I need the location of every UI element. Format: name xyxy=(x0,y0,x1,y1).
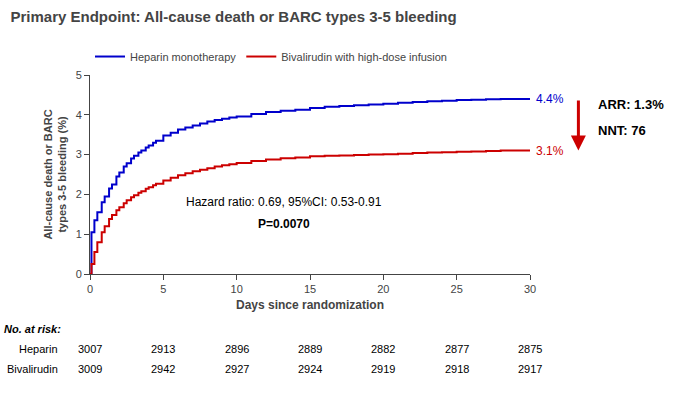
svg-text:2918: 2918 xyxy=(445,363,469,375)
svg-text:3: 3 xyxy=(76,148,82,160)
svg-text:0: 0 xyxy=(87,283,93,295)
svg-text:NNT: 76: NNT: 76 xyxy=(598,123,646,138)
svg-text:No. at risk:: No. at risk: xyxy=(4,323,61,335)
svg-text:Hazard ratio: 0.69, 95%CI: 0.5: Hazard ratio: 0.69, 95%CI: 0.53-0.91 xyxy=(186,195,382,209)
svg-text:Bivalirudin with high-dose inf: Bivalirudin with high-dose infusion xyxy=(281,51,447,63)
svg-text:3.1%: 3.1% xyxy=(536,144,564,158)
svg-text:Bivalirudin: Bivalirudin xyxy=(7,363,58,375)
svg-text:Heparin: Heparin xyxy=(19,343,58,355)
svg-text:4.4%: 4.4% xyxy=(536,92,564,106)
svg-text:2927: 2927 xyxy=(225,363,249,375)
svg-text:3007: 3007 xyxy=(78,343,102,355)
svg-text:ARR: 1.3%: ARR: 1.3% xyxy=(598,97,664,112)
svg-text:15: 15 xyxy=(304,283,316,295)
svg-text:2924: 2924 xyxy=(298,363,322,375)
svg-text:2877: 2877 xyxy=(445,343,469,355)
svg-text:1: 1 xyxy=(76,228,82,240)
svg-text:20: 20 xyxy=(377,283,389,295)
svg-text:5: 5 xyxy=(76,69,82,81)
svg-text:4: 4 xyxy=(76,109,82,121)
svg-text:30: 30 xyxy=(524,283,536,295)
svg-text:2875: 2875 xyxy=(518,343,542,355)
svg-text:25: 25 xyxy=(451,283,463,295)
svg-text:P=0.0070: P=0.0070 xyxy=(258,217,310,231)
svg-text:Primary Endpoint: All-cause de: Primary Endpoint: All-cause death or BAR… xyxy=(11,8,457,25)
svg-text:5: 5 xyxy=(160,283,166,295)
svg-text:2: 2 xyxy=(76,188,82,200)
svg-text:2913: 2913 xyxy=(151,343,175,355)
svg-text:Days since randomization: Days since randomization xyxy=(236,298,384,312)
svg-text:0: 0 xyxy=(76,268,82,280)
svg-text:2889: 2889 xyxy=(298,343,322,355)
svg-text:2896: 2896 xyxy=(225,343,249,355)
svg-text:2919: 2919 xyxy=(371,363,395,375)
svg-text:Heparin monotherapy: Heparin monotherapy xyxy=(130,51,236,63)
svg-text:All-cause death or BARCtypes 3: All-cause death or BARCtypes 3-5 bleedin… xyxy=(42,109,68,239)
svg-text:3009: 3009 xyxy=(78,363,102,375)
svg-text:2942: 2942 xyxy=(151,363,175,375)
svg-text:2882: 2882 xyxy=(371,343,395,355)
svg-text:10: 10 xyxy=(231,283,243,295)
svg-text:2917: 2917 xyxy=(518,363,542,375)
